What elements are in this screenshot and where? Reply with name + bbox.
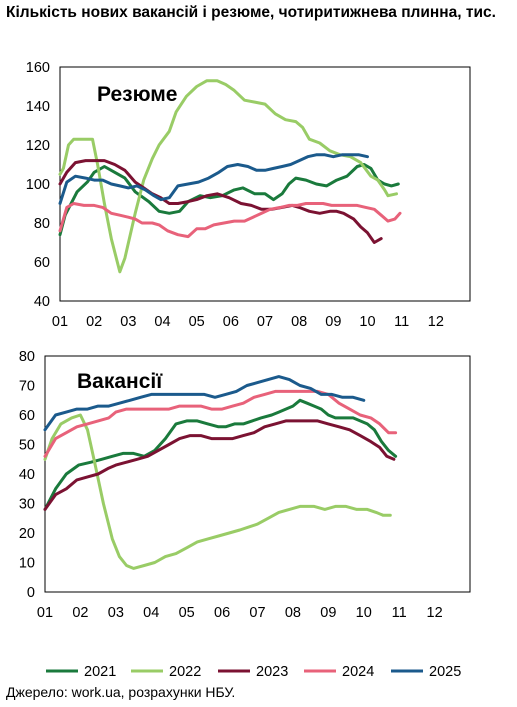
x-tick-label: 06 bbox=[214, 605, 230, 621]
y-tick-label: 10 bbox=[19, 556, 35, 572]
x-tick-label: 02 bbox=[72, 605, 88, 621]
y-tick-label: 70 bbox=[19, 379, 35, 395]
x-tick-label: 05 bbox=[179, 605, 195, 621]
x-tick-label: 10 bbox=[359, 314, 375, 330]
x-tick-label: 07 bbox=[257, 314, 273, 330]
x-tick-label: 04 bbox=[143, 605, 159, 621]
y-tick-label: 60 bbox=[19, 408, 35, 424]
y-tick-label: 60 bbox=[34, 255, 50, 271]
y-tick-label: 50 bbox=[19, 438, 35, 454]
series-line-2021 bbox=[58, 163, 400, 237]
x-tick-label: 02 bbox=[86, 314, 102, 330]
legend-label-2025: 2025 bbox=[429, 664, 461, 680]
x-tick-label: 03 bbox=[108, 605, 124, 621]
x-tick-label: 11 bbox=[394, 314, 409, 330]
x-tick-label: 12 bbox=[427, 605, 443, 621]
x-tick-label: 01 bbox=[37, 605, 53, 621]
legend-label-2022: 2022 bbox=[169, 664, 201, 680]
series-line-2024 bbox=[58, 202, 402, 239]
y-tick-label: 40 bbox=[19, 467, 35, 483]
vacancies-panel: 0 10 20 30 40 50 60 70 80 01 02 03 04 05 06 07 08 09 10 11 1… bbox=[19, 349, 471, 621]
x-tick-label: 06 bbox=[223, 314, 239, 330]
y-tick-label: 80 bbox=[19, 349, 35, 365]
x-tick-label: 09 bbox=[320, 605, 336, 621]
legend-label-2023: 2023 bbox=[256, 664, 288, 680]
y-tick-label: 120 bbox=[26, 138, 50, 154]
x-tick-label: 09 bbox=[325, 314, 341, 330]
x-tick-label: 10 bbox=[356, 605, 372, 621]
x-tick-label: 08 bbox=[291, 314, 307, 330]
y-tick-label: 0 bbox=[27, 585, 35, 601]
y-tick-label: 80 bbox=[34, 216, 50, 232]
vacancies-panel-title: Вакансії bbox=[77, 370, 163, 393]
series-line-2021 bbox=[43, 398, 398, 511]
legend-label-2021: 2021 bbox=[84, 664, 116, 680]
series-line-2025 bbox=[43, 375, 366, 432]
y-tick-label: 160 bbox=[26, 60, 50, 76]
y-tick-label: 40 bbox=[34, 294, 50, 310]
y-tick-label: 30 bbox=[19, 497, 35, 513]
legend-label-2024: 2024 bbox=[342, 664, 374, 680]
source-note: Джерело: work.ua, розрахунки НБУ. bbox=[6, 684, 236, 700]
chart-title: Кількість нових вакансій і резюме, чотир… bbox=[6, 4, 496, 21]
y-tick-label: 140 bbox=[26, 99, 50, 115]
y-tick-label: 100 bbox=[26, 177, 50, 193]
series-line-2023 bbox=[58, 159, 383, 244]
x-tick-label: 03 bbox=[120, 314, 136, 330]
x-tick-label: 04 bbox=[154, 314, 170, 330]
x-tick-label: 05 bbox=[189, 314, 205, 330]
legend: 2021 2022 2023 2024 2025 bbox=[46, 664, 461, 680]
x-tick-label: 12 bbox=[428, 314, 444, 330]
series-line-2024 bbox=[43, 389, 398, 458]
series-line-2023 bbox=[43, 419, 396, 511]
resume-panel: 40 60 80 100 120 140 160 01 02 03 04 05 06 07 08 09 10 11… bbox=[26, 60, 471, 330]
x-tick-label: 08 bbox=[285, 605, 301, 621]
resume-panel-title: Резюме bbox=[97, 83, 177, 106]
vacancies-plot-frame bbox=[44, 355, 471, 593]
series-line-2025 bbox=[58, 153, 369, 205]
x-tick-label: 01 bbox=[52, 314, 68, 330]
x-tick-label: 07 bbox=[249, 605, 265, 621]
series-line-2022 bbox=[43, 413, 392, 570]
x-tick-label: 11 bbox=[392, 605, 407, 621]
y-tick-label: 20 bbox=[19, 526, 35, 542]
